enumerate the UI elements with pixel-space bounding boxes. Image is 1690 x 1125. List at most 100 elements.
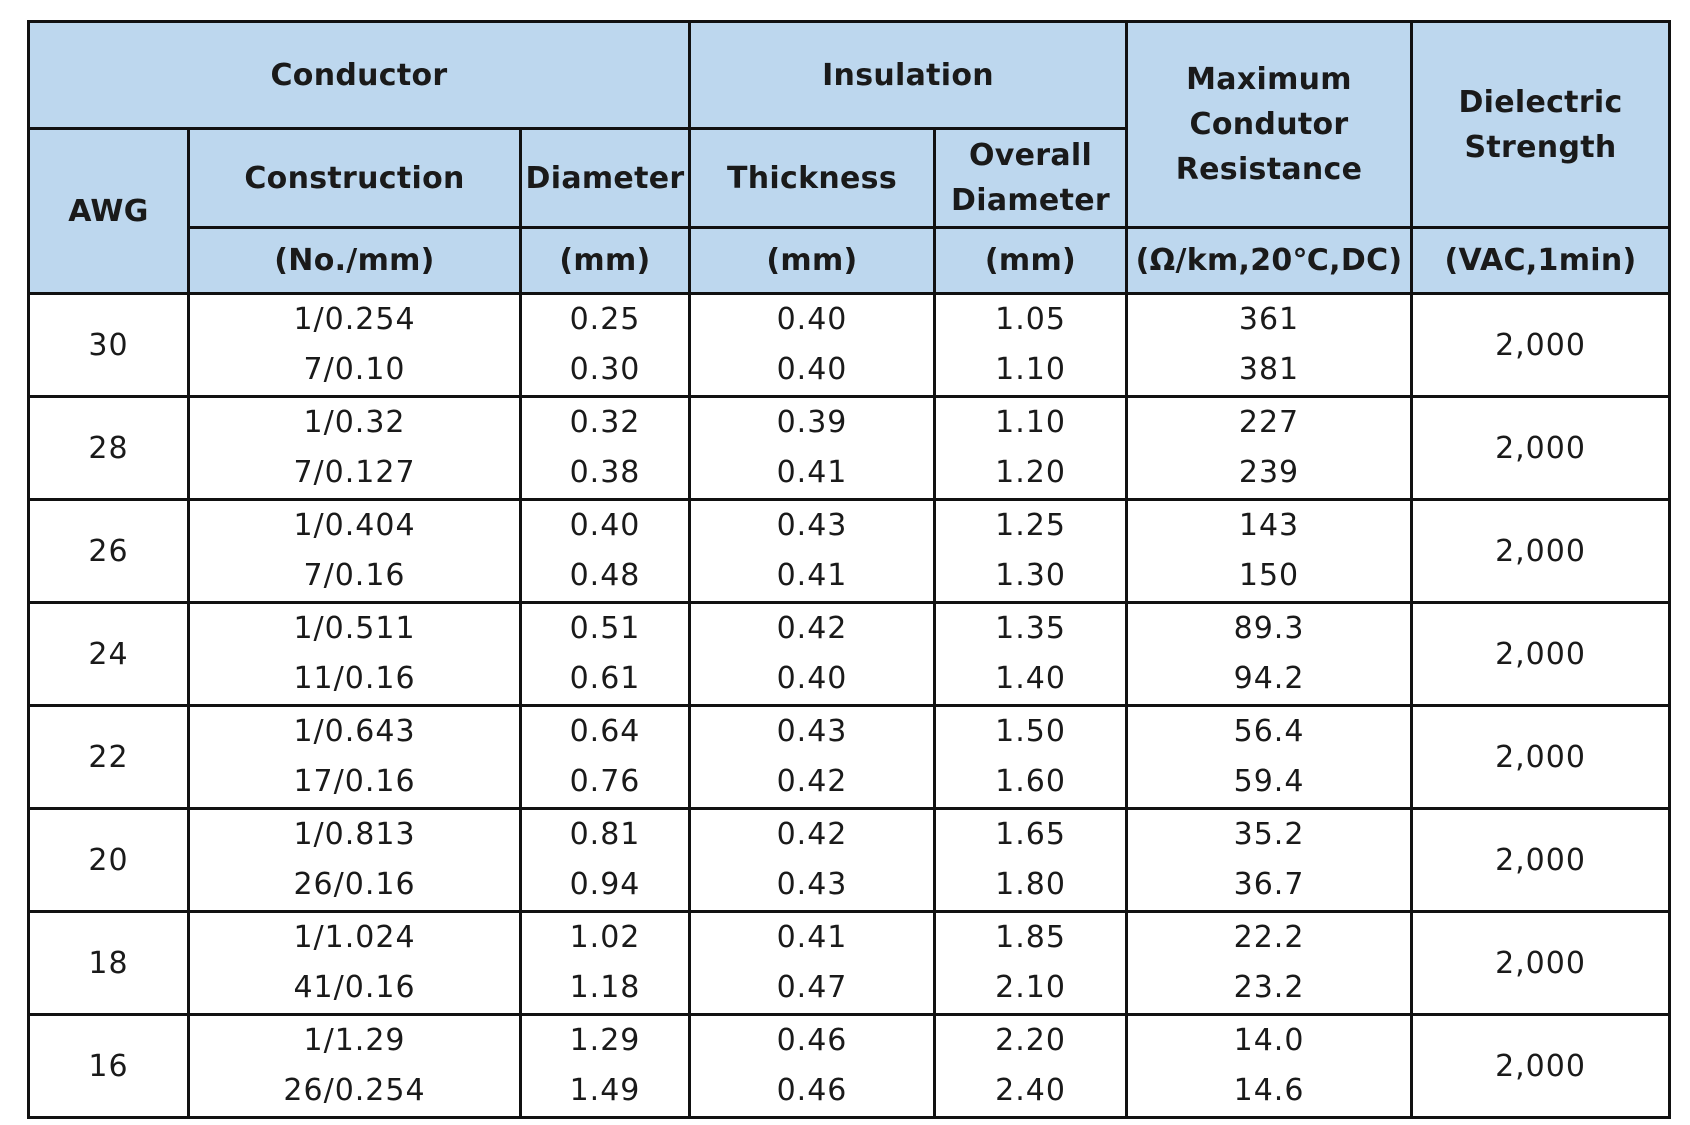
overall-diameter-cell-value: 2.40 [995,1073,1066,1108]
unit-overall-diameter: (mm) [932,226,1129,295]
header-thickness: Thickness [688,127,936,229]
awg-cell: 16 [27,1013,190,1119]
diameter-cell-value: 0.48 [569,558,641,593]
dielectric-cell: 2,000 [1410,498,1672,604]
overall-diameter-cell-value: 1.25 [995,508,1066,543]
resistance-cell-value: 56.4 [1233,714,1305,749]
overall-diameter-cell-value: 1.85 [995,920,1066,955]
thickness-cell: 0.40 0.40 [688,292,936,398]
resistance-cell-lines: 56.4 59.4 [1128,707,1410,807]
construction-cell: 1/0.511 11/0.16 [187,601,522,707]
construction-cell-value: 11/0.16 [293,661,416,696]
resistance-cell-lines: 35.2 36.7 [1128,810,1410,910]
thickness-cell: 0.46 0.46 [688,1013,936,1119]
dielectric-cell: 2,000 [1410,910,1672,1016]
thickness-cell-lines: 0.43 0.42 [691,707,933,807]
construction-cell: 1/0.404 7/0.16 [187,498,522,604]
construction-cell: 1/0.813 26/0.16 [187,807,522,913]
unit-diameter: (mm) [519,226,691,295]
diameter-cell: 0.25 0.30 [519,292,691,398]
table-row: 28 1/0.32 7/0.127 0.32 0.38 0.39 0.41 1.10 1.20 2… [27,395,1672,501]
diameter-cell-value: 0.51 [569,611,641,646]
thickness-cell-value: 0.43 [776,714,848,749]
thickness-cell-value: 0.47 [776,970,848,1005]
header-max-resistance-line: Maximum [1186,62,1352,97]
overall-diameter-cell: 1.10 1.20 [932,395,1129,501]
resistance-cell-value: 14.6 [1233,1073,1305,1108]
header-overall-diameter-line: Diameter [951,183,1110,218]
overall-diameter-cell-value: 1.40 [995,661,1066,696]
header-dielectric-line: Strength [1464,129,1617,165]
diameter-cell-value: 0.30 [569,352,641,387]
unit-thickness: (mm) [688,226,936,295]
resistance-cell: 14.0 14.6 [1125,1013,1414,1119]
overall-diameter-cell: 2.20 2.40 [932,1013,1129,1119]
diameter-cell: 1.29 1.49 [519,1013,691,1119]
construction-cell-value: 1/0.511 [293,611,416,646]
resistance-cell: 22.2 23.2 [1125,910,1414,1016]
table-body: 30 1/0.254 7/0.10 0.25 0.30 0.40 0.40 1.05 1.10 3… [27,292,1672,1119]
thickness-cell-value: 0.42 [776,611,848,646]
awg-cell: 26 [27,498,190,604]
diameter-cell: 0.40 0.48 [519,498,691,604]
resistance-cell-value: 22.2 [1233,920,1305,955]
thickness-cell-value: 0.41 [776,920,848,955]
construction-cell-value: 17/0.16 [293,764,416,799]
overall-diameter-cell-value: 1.10 [995,352,1066,387]
resistance-cell-value: 361 [1238,302,1300,337]
construction-cell: 1/0.254 7/0.10 [187,292,522,398]
thickness-cell: 0.43 0.41 [688,498,936,604]
resistance-cell: 56.4 59.4 [1125,704,1414,810]
construction-cell-lines: 1/0.404 7/0.16 [190,501,519,601]
overall-diameter-cell-lines: 1.25 1.30 [936,501,1125,601]
construction-cell-value: 1/1.29 [303,1023,406,1058]
construction-cell-lines: 1/0.511 11/0.16 [190,604,519,704]
construction-cell-value: 1/0.404 [293,508,416,543]
overall-diameter-cell-lines: 1.05 1.10 [936,295,1125,395]
overall-diameter-cell-lines: 1.50 1.60 [936,707,1125,807]
resistance-cell: 89.3 94.2 [1125,601,1414,707]
construction-cell: 1/0.643 17/0.16 [187,704,522,810]
unit-construction: (No./mm) [187,226,522,295]
diameter-cell-value: 0.76 [569,764,641,799]
overall-diameter-cell-value: 1.80 [995,867,1066,902]
overall-diameter-cell-value: 2.10 [995,970,1066,1005]
thickness-cell-lines: 0.42 0.40 [691,604,933,704]
table-header: Conductor Insulation Maximum Condutor Re… [27,20,1672,295]
resistance-cell-value: 23.2 [1233,970,1305,1005]
overall-diameter-cell-value: 1.20 [995,455,1066,490]
table-row: 22 1/0.643 17/0.16 0.64 0.76 0.43 0.42 1.50 1.60… [27,704,1672,810]
header-max-resistance: Maximum Condutor Resistance [1125,20,1414,229]
awg-cell: 30 [27,292,190,398]
thickness-cell-value: 0.46 [776,1073,848,1108]
dielectric-cell: 2,000 [1410,601,1672,707]
resistance-cell-value: 14.0 [1233,1023,1305,1058]
header-dielectric-strength: Dielectric Strength [1410,20,1672,229]
construction-cell-lines: 1/0.813 26/0.16 [190,810,519,910]
construction-cell-value: 1/0.254 [293,302,416,337]
construction-cell: 1/1.29 26/0.254 [187,1013,522,1119]
resistance-cell: 35.2 36.7 [1125,807,1414,913]
dielectric-cell: 2,000 [1410,704,1672,810]
header-awg: AWG [27,127,190,295]
construction-cell-lines: 1/1.29 26/0.254 [190,1016,519,1116]
diameter-cell-lines: 0.25 0.30 [522,295,688,395]
construction-cell-lines: 1/1.024 41/0.16 [190,913,519,1013]
awg-cell: 18 [27,910,190,1016]
diameter-cell-lines: 0.51 0.61 [522,604,688,704]
thickness-cell-value: 0.42 [776,764,848,799]
overall-diameter-cell-value: 1.10 [995,405,1066,440]
overall-diameter-cell-value: 1.35 [995,611,1066,646]
resistance-cell-value: 59.4 [1233,764,1305,799]
resistance-cell: 143 150 [1125,498,1414,604]
resistance-cell-lines: 89.3 94.2 [1128,604,1410,704]
thickness-cell-value: 0.40 [776,302,848,337]
resistance-cell-value: 227 [1238,405,1300,440]
thickness-cell-value: 0.42 [776,817,848,852]
overall-diameter-cell-value: 1.65 [995,817,1066,852]
overall-diameter-cell-value: 1.50 [995,714,1066,749]
construction-cell-value: 26/0.254 [283,1073,426,1108]
resistance-cell-lines: 22.2 23.2 [1128,913,1410,1013]
resistance-cell-value: 150 [1238,558,1300,593]
diameter-cell-lines: 0.64 0.76 [522,707,688,807]
